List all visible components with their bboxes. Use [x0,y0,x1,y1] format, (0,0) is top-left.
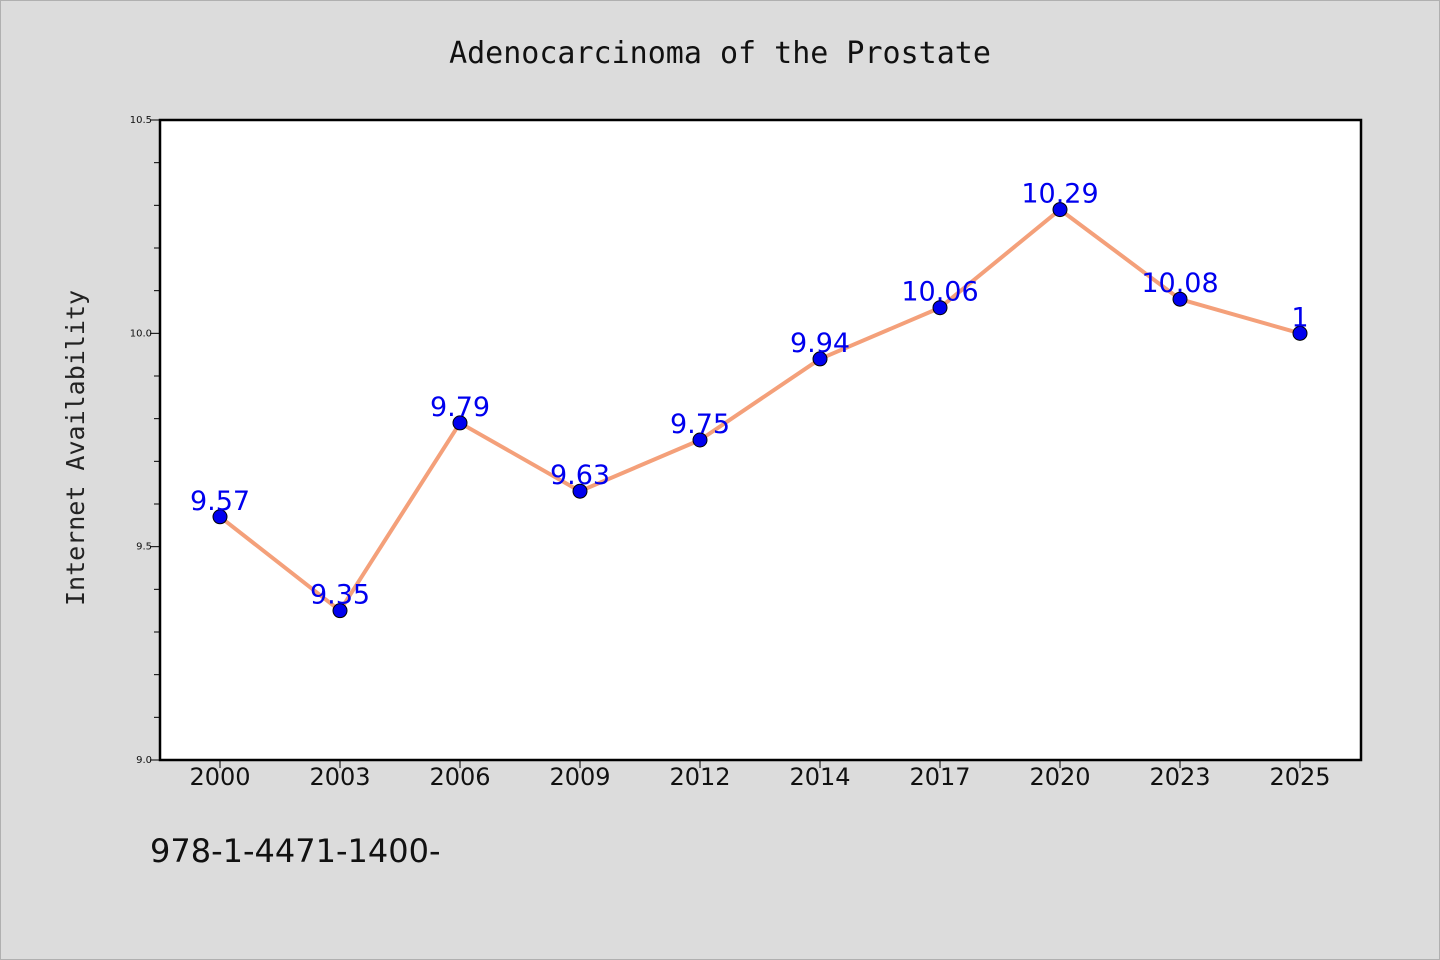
data-label: 9.94 [790,328,850,359]
y-tick-label: 9.0 [136,755,152,766]
x-tick-label: 2012 [669,763,730,791]
data-label: 9.79 [430,392,490,423]
series-group: 9.57 9.35 9.79 9.63 9.75 9.94 10.06 10.29 10.08 1 [190,179,1309,619]
data-point [1052,202,1068,218]
data-point [932,300,948,316]
data-label: 9.57 [190,486,250,517]
data-label: 10.29 [1021,179,1098,210]
chart-title: Adenocarcinoma of the Prostate [449,36,991,71]
data-label: 9.35 [310,580,370,611]
data-point [812,351,828,367]
y-axis-label: Internet Availability [61,290,90,606]
data-point [1292,325,1308,341]
data-label: 9.63 [550,460,610,491]
y-tick-label: 10.0 [130,328,152,339]
footnote-isbn: 978-1-4471-1400- [150,832,441,870]
data-point [692,432,708,448]
data-point [212,509,228,525]
x-tick-label: 2003 [309,763,370,791]
y-tick-label: 9.5 [136,542,152,553]
y-tick-label: 10.5 [130,115,152,126]
x-axis: 2000 2003 2006 2009 2012 2014 2017 2020 2023 2025 [189,760,1331,791]
plot-area [158,118,1363,762]
data-label: 10.08 [1141,268,1218,299]
data-point [572,483,588,499]
x-tick-label: 2025 [1269,763,1330,791]
data-label: 10.06 [901,277,978,308]
data-point [332,603,348,619]
y-axis: 9.0 9.5 10.0 10.5 [130,115,160,766]
x-tick-label: 2009 [549,763,610,791]
x-tick-label: 2014 [789,763,850,791]
x-tick-label: 2000 [189,763,250,791]
x-tick-label: 2006 [429,763,490,791]
series-line [218,207,1301,613]
data-label: 1 [1291,302,1308,333]
x-tick-label: 2020 [1029,763,1090,791]
data-label: 9.75 [670,409,730,440]
x-tick-label: 2023 [1149,763,1210,791]
data-point [1172,291,1188,307]
data-point [452,415,468,431]
x-tick-label: 2017 [909,763,970,791]
